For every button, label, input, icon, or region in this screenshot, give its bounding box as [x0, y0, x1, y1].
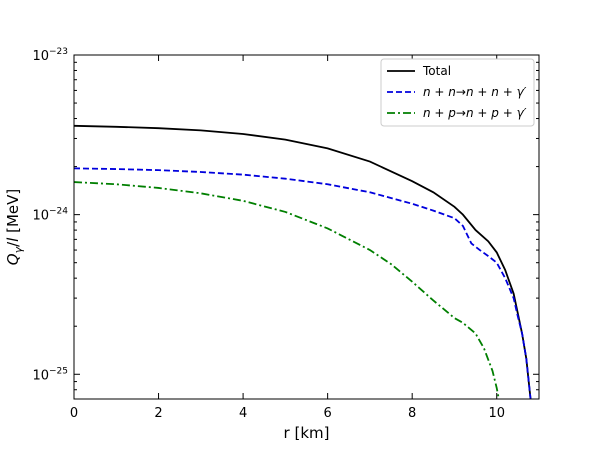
x-tick-label: 0: [70, 406, 78, 421]
legend-label-1: n + n→n + n + γ′: [423, 85, 527, 99]
x-tick-label: 8: [408, 406, 416, 421]
y-tick-label-exponent: −24: [49, 207, 68, 217]
legend-label-part: n: [466, 106, 474, 120]
x-tick-label: 4: [239, 406, 247, 421]
legend-label-2: n + p→n + p + γ′: [423, 106, 527, 120]
legend-label-part: →: [456, 106, 466, 120]
legend-label-part: p: [447, 106, 456, 120]
series-line-1: [74, 167, 532, 399]
legend-label-part: →: [456, 85, 466, 99]
legend-label-part: n: [466, 85, 474, 99]
y-tick-label-base: 10: [32, 368, 49, 383]
y-tick-label-exponent: −25: [49, 366, 68, 376]
legend-label-part: p: [490, 106, 499, 120]
legend-label-part: +: [474, 85, 492, 99]
x-tick-label: 6: [323, 406, 331, 421]
y-tick-label: 10−23: [32, 47, 68, 64]
legend-label-part: +: [499, 106, 517, 120]
y-tick-label: 10−25: [32, 366, 68, 383]
x-axis-title: r [km]: [284, 424, 330, 442]
legend-label-part: +: [499, 85, 517, 99]
y-tick-label-exponent: −23: [49, 47, 68, 57]
y-tick-label-base: 10: [32, 49, 49, 64]
legend-label-part: n: [423, 106, 431, 120]
legend-label-0: Total: [422, 64, 451, 78]
legend-label-part: +: [431, 85, 449, 99]
legend-label-part: γ′: [517, 106, 527, 120]
legend-box: [380, 58, 535, 127]
y-tick-label: 10−24: [32, 207, 68, 224]
x-tick-label: 2: [154, 406, 162, 421]
legend-label-part: +: [431, 106, 449, 120]
plot-lines: [74, 124, 532, 399]
y-tick-label-base: 10: [32, 209, 49, 224]
legend-label-part: n: [448, 85, 456, 99]
legend-label-part: γ′: [517, 85, 527, 99]
plot-frame: [73, 54, 540, 400]
x-tick-label: 10: [488, 406, 505, 421]
legend-label-part: +: [474, 106, 492, 120]
y-axis-title: Qγ/l [MeV]: [4, 189, 25, 265]
legend-label-part: n: [423, 85, 431, 99]
legend-label-part: n: [491, 85, 499, 99]
